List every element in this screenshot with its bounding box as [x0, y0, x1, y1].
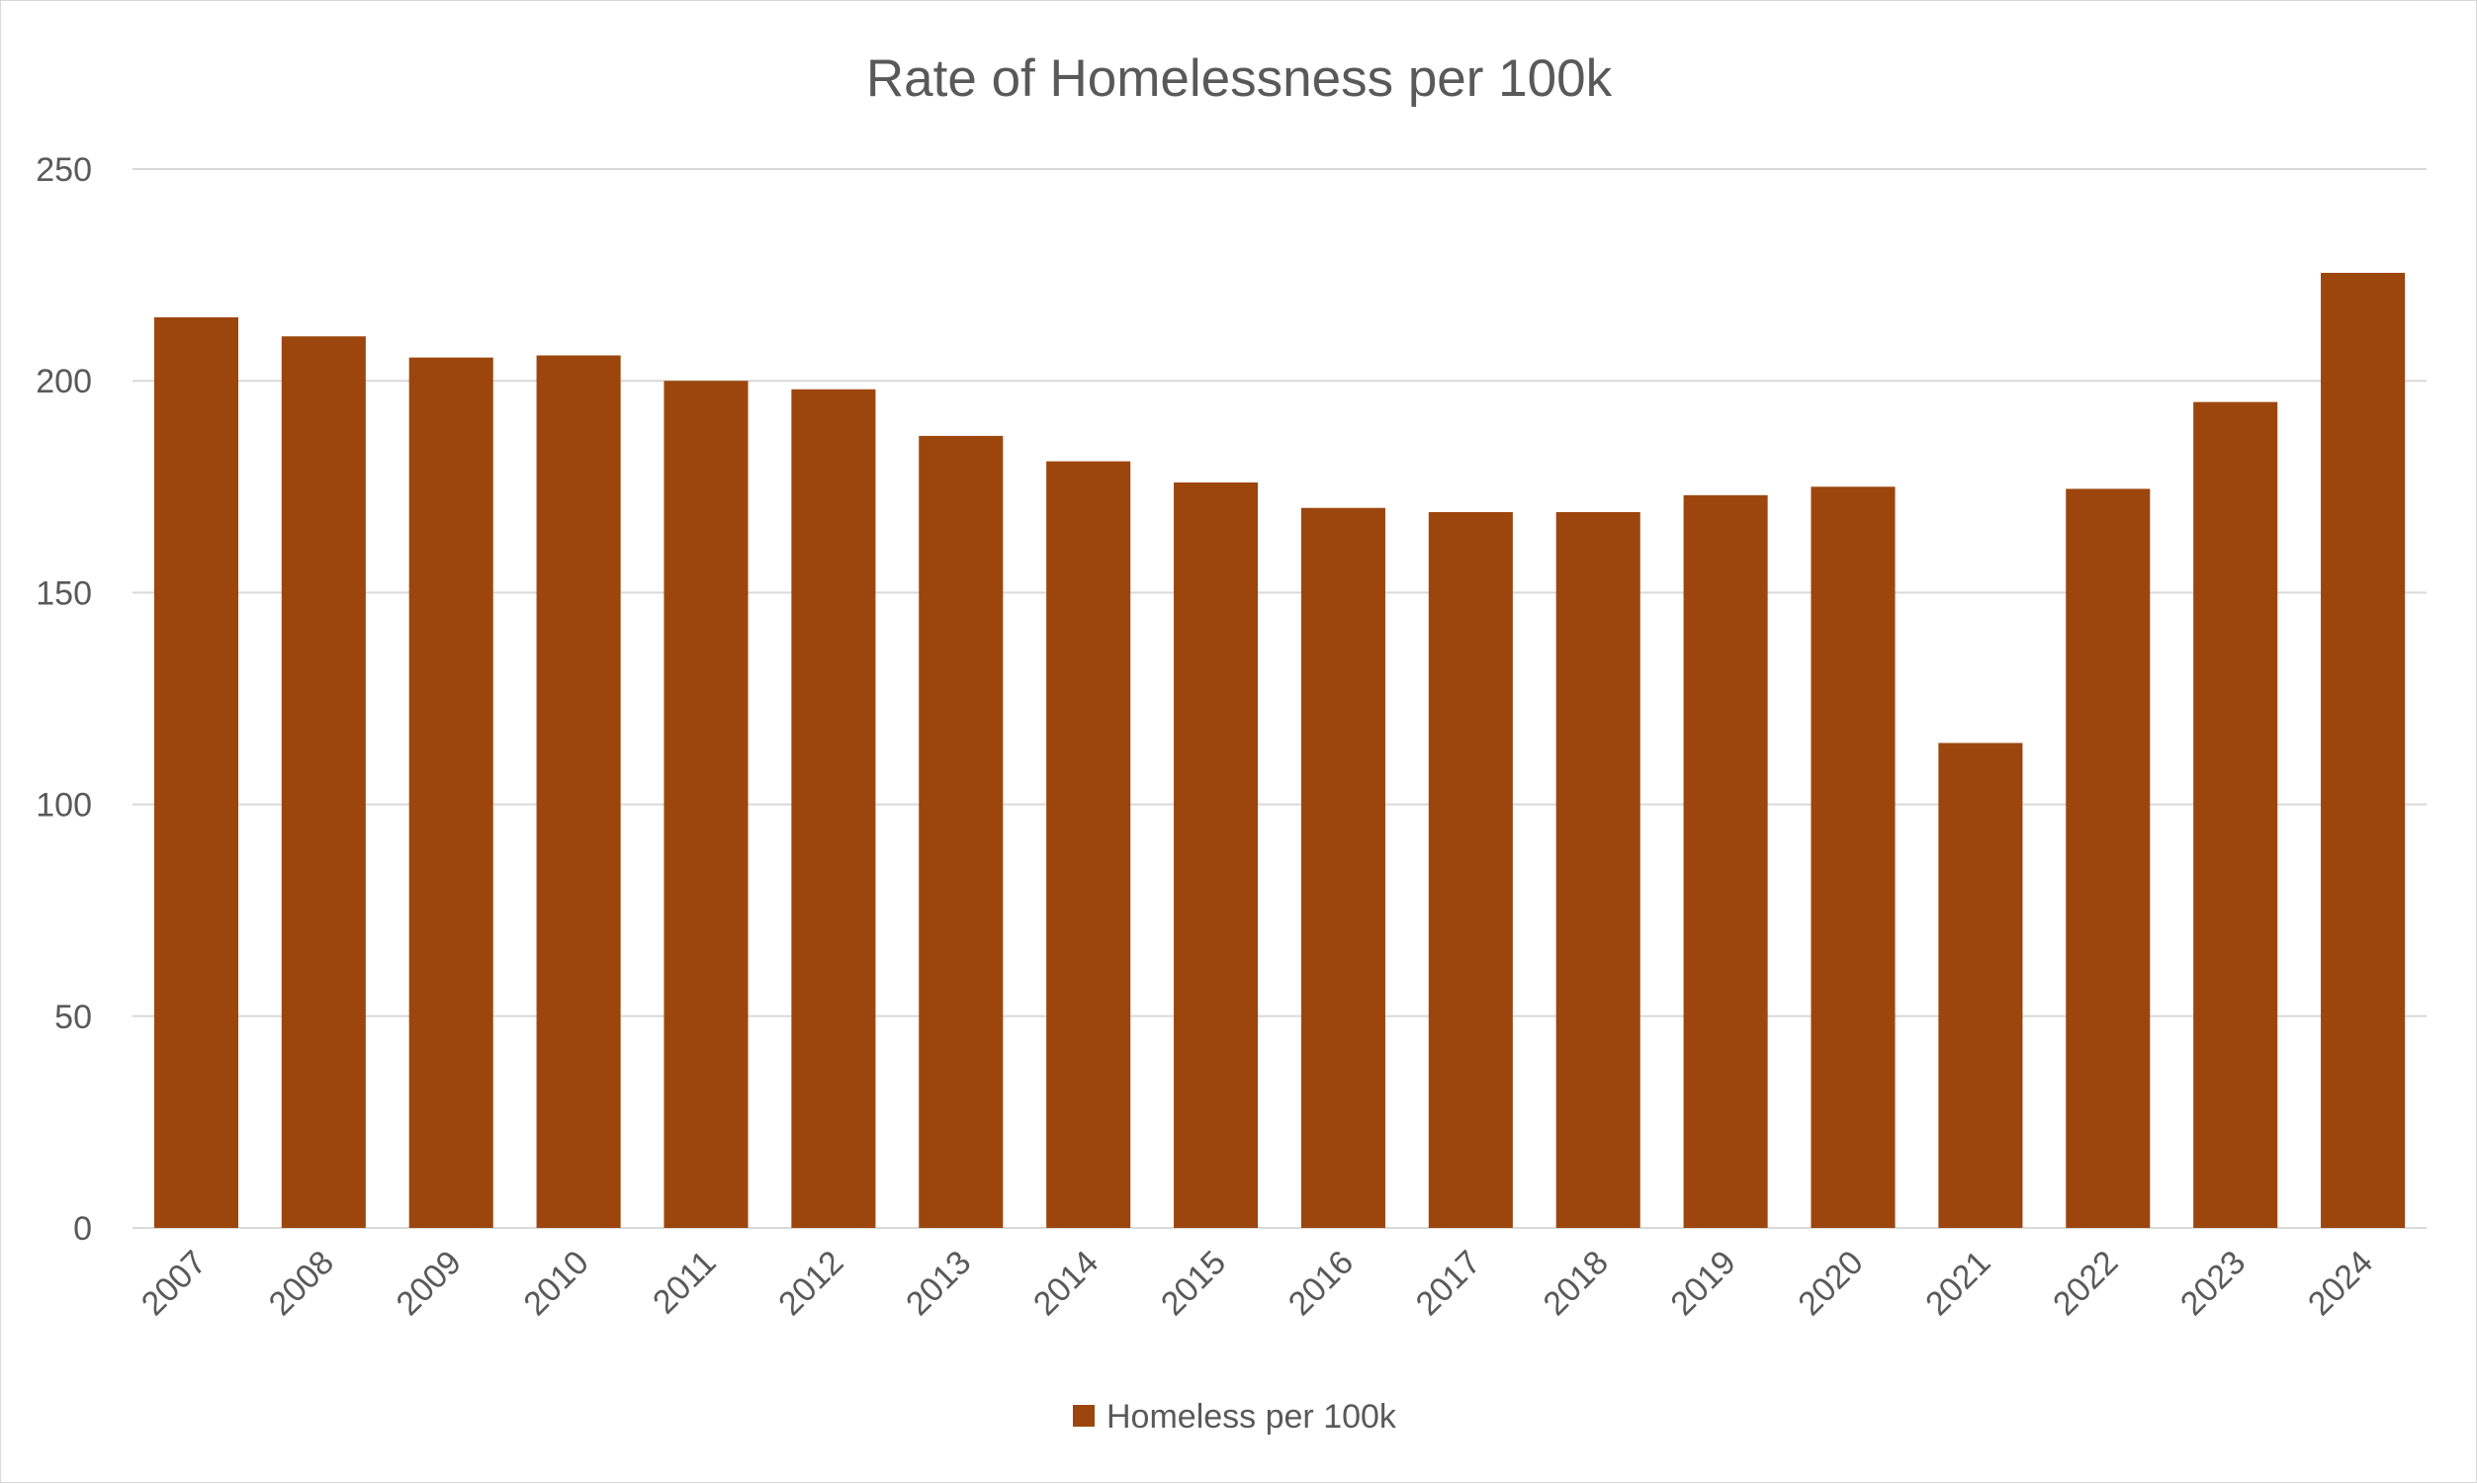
bar-2021: [1938, 742, 2023, 1228]
y-tick-label: 200: [36, 363, 92, 400]
x-tick-label: 2014: [1026, 1244, 1106, 1323]
bar-2016: [1300, 507, 1385, 1228]
x-tick-label: 2010: [516, 1244, 595, 1323]
x-tick-label: 2018: [1537, 1244, 1616, 1323]
legend: Homeless per 100k: [1073, 1398, 1397, 1436]
bar-2009: [408, 357, 493, 1228]
x-axis: 2007 2008 2009 2010 2011 2012 2013 2014 2015 2016…: [134, 1244, 2380, 1323]
y-axis: 0 50 100 150 200 250: [36, 151, 92, 1248]
legend-label: Homeless per 100k: [1106, 1398, 1397, 1436]
x-tick-label: 2015: [1154, 1244, 1233, 1323]
x-tick-label: 2023: [2173, 1244, 2253, 1323]
bar-2013: [919, 435, 1004, 1229]
x-tick-label: 2020: [1791, 1244, 1870, 1323]
y-tick-label: 150: [36, 574, 92, 612]
y-tick-label: 0: [73, 1210, 92, 1248]
x-tick-label: 2007: [134, 1244, 214, 1323]
bar-2024: [2321, 272, 2406, 1228]
x-tick-label: 2013: [899, 1244, 978, 1323]
x-tick-label: 2016: [1282, 1244, 1361, 1323]
x-tick-label: 2021: [1918, 1244, 1997, 1323]
bar-2015: [1174, 482, 1259, 1228]
y-tick-label: 100: [36, 787, 92, 825]
y-tick-label: 250: [36, 151, 92, 189]
bars: [153, 272, 2406, 1229]
x-tick-label: 2022: [2046, 1244, 2125, 1323]
x-tick-label: 2009: [390, 1244, 469, 1323]
x-tick-label: 2008: [262, 1244, 341, 1323]
x-tick-label: 2017: [1409, 1244, 1488, 1323]
bar-2010: [536, 355, 621, 1229]
bar-2011: [663, 381, 749, 1228]
bar-2017: [1428, 512, 1513, 1228]
legend-swatch: [1073, 1405, 1095, 1427]
x-tick-label: 2011: [646, 1244, 724, 1322]
y-tick-label: 50: [54, 999, 92, 1036]
gridlines: [133, 168, 2427, 1229]
bar-2007: [153, 316, 238, 1228]
chart-title: Rate of Homelessness per 100k: [866, 49, 1613, 108]
bar-2018: [1555, 512, 1640, 1228]
bar-2014: [1046, 461, 1131, 1228]
x-tick-label: 2019: [1663, 1244, 1742, 1323]
bar-2023: [2193, 401, 2278, 1228]
x-tick-label: 2024: [2301, 1244, 2380, 1323]
bar-2008: [281, 336, 366, 1228]
bar-2022: [2066, 488, 2151, 1228]
bar-2012: [791, 389, 876, 1228]
x-tick-label: 2012: [771, 1244, 850, 1323]
bar-2020: [1811, 486, 1896, 1228]
bar-2019: [1683, 494, 1768, 1228]
